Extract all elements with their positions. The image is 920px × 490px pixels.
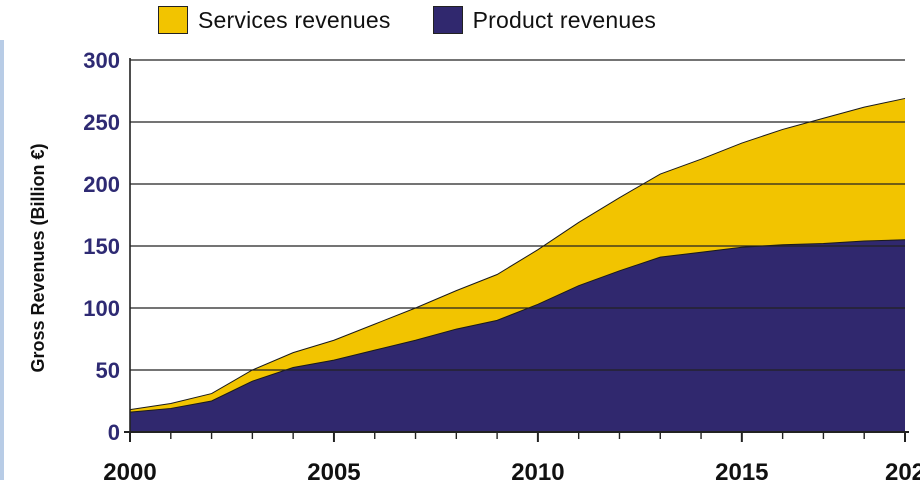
y-tick-label-50: 50	[96, 358, 120, 383]
y-tick-label-100: 100	[83, 296, 120, 321]
series-area-services	[130, 98, 905, 413]
x-tick-label-2000: 2000	[103, 459, 156, 486]
side-accent-strip	[0, 40, 4, 480]
legend-label-services: Services revenues	[198, 6, 391, 33]
legend-label-product: Product revenues	[472, 6, 657, 33]
legend-swatch-services	[158, 6, 188, 34]
y-tick-label-150: 150	[83, 234, 120, 259]
y-tick-label-300: 300	[83, 48, 120, 73]
x-tick-label-202: 202	[885, 459, 920, 486]
series-line-services-top	[129, 97, 906, 411]
legend-item-product: Product revenues	[432, 6, 657, 34]
x-tick-label-2010: 2010	[511, 459, 564, 486]
x-tick-label-2005: 2005	[307, 459, 360, 486]
y-tick-label-200: 200	[83, 172, 120, 197]
y-tick-label-0: 0	[108, 420, 120, 445]
series-area-product	[130, 239, 905, 432]
y-tick-label-250: 250	[83, 110, 120, 135]
x-tick-label-2015: 2015	[715, 459, 768, 486]
legend-swatch-product	[432, 6, 463, 34]
series-line-product-top	[129, 239, 906, 413]
chart-legend: Services revenues Product revenues	[158, 5, 698, 35]
legend-item-services: Services revenues	[158, 6, 391, 34]
y-axis-title: Gross Revenues (Billion €)	[28, 143, 48, 372]
